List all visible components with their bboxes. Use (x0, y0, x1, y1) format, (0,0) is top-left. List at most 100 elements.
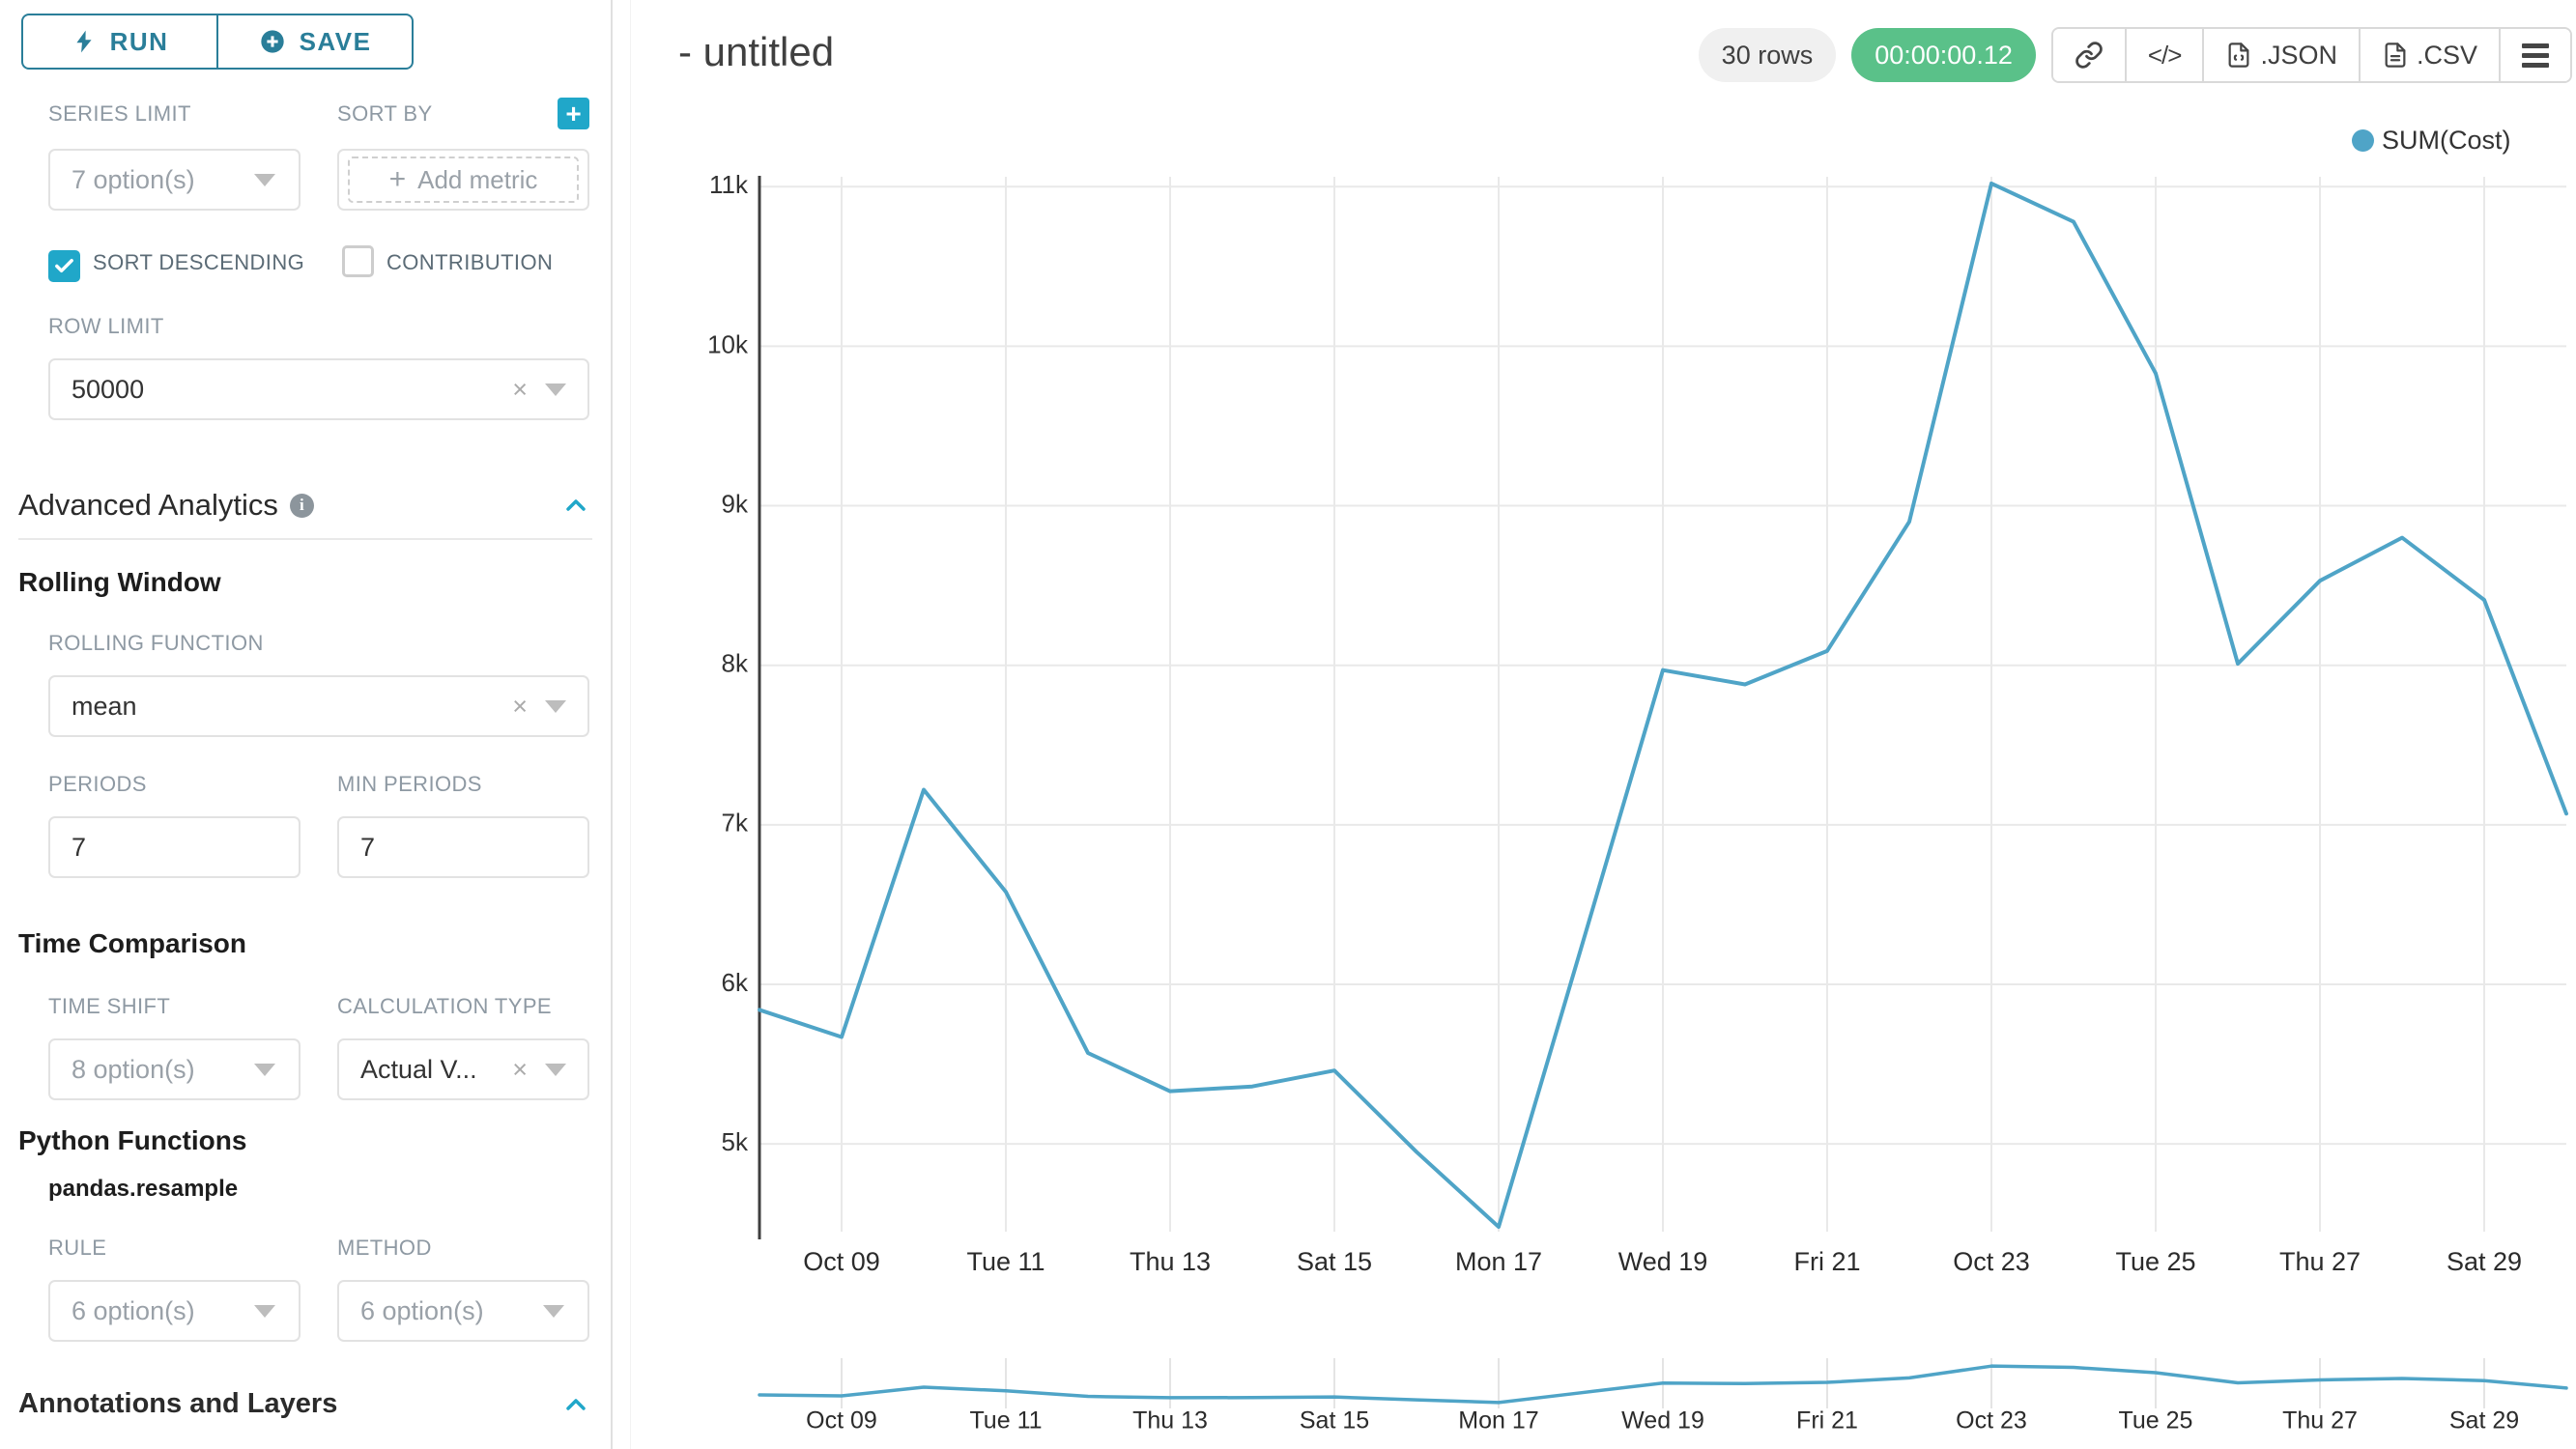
run-save-button-group: RUN SAVE (21, 14, 414, 70)
contribution-label: CONTRIBUTION (386, 250, 554, 274)
panel-divider[interactable] (611, 0, 613, 1449)
clear-icon[interactable]: × (512, 374, 528, 404)
rule-label: RULE (48, 1236, 107, 1260)
time-shift-label: TIME SHIFT (48, 994, 171, 1018)
rule-select[interactable]: 6 option(s) (48, 1280, 301, 1342)
chevron-down-icon (543, 1304, 564, 1318)
time-shift-value: 8 option(s) (72, 1054, 195, 1084)
chevron-down-icon (545, 1063, 566, 1076)
mini-map-tick-label: Tue 25 (2119, 1407, 2193, 1435)
copy-link-button[interactable] (2052, 29, 2125, 81)
y-axis-tick-label: 6k (722, 968, 749, 997)
min-periods-input[interactable]: 7 (337, 816, 589, 878)
y-axis-tick-label: 11k (709, 170, 749, 199)
rule-value: 6 option(s) (72, 1295, 195, 1325)
panel-divider-inner (630, 0, 631, 1449)
row-limit-select[interactable]: 50000 × (48, 358, 589, 420)
save-button[interactable]: SAVE (216, 15, 412, 68)
mini-map-tick-label: Thu 13 (1132, 1407, 1208, 1435)
mini-map-tick-label: Fri 21 (1796, 1407, 1858, 1435)
rolling-function-value: mean (72, 691, 137, 721)
code-icon: </> (2147, 40, 2183, 70)
periods-label: PERIODS (48, 772, 147, 796)
method-value: 6 option(s) (360, 1295, 484, 1325)
y-axis-tick-label: 8k (722, 649, 749, 678)
mini-map-series-line[interactable] (758, 1364, 2568, 1405)
query-timer-badge: 00:00:00.12 (1851, 28, 2036, 82)
info-icon[interactable]: i (289, 493, 314, 518)
series-limit-value: 7 option(s) (72, 164, 195, 194)
chart-toolbar: 30 rows 00:00:00.12 </> .JSON .CSV (1698, 27, 2572, 83)
advanced-analytics-header[interactable]: Advanced Analytics i (18, 488, 591, 523)
embed-code-button[interactable]: </> (2124, 29, 2203, 81)
sort-by-label: SORT BY (337, 100, 433, 126)
rolling-function-label: ROLLING FUNCTION (48, 631, 264, 655)
lightning-bolt-icon (75, 30, 92, 53)
json-file-icon (2229, 43, 2249, 68)
add-sort-by-button[interactable]: + (558, 98, 589, 129)
calculation-type-select[interactable]: Actual V... × (337, 1038, 589, 1100)
run-button-label: RUN (109, 26, 169, 56)
x-axis-tick-label: Sat 29 (2447, 1247, 2522, 1276)
python-functions-title: Python Functions (18, 1125, 247, 1155)
series-line-sum-cost[interactable] (758, 181, 2568, 1230)
mini-map-tick-label: Sat 15 (1300, 1407, 1369, 1435)
x-axis-tick-label: Fri 21 (1793, 1247, 1860, 1276)
mini-map-tick-label: Tue 11 (969, 1407, 1042, 1435)
chart-legend[interactable]: SUM(Cost) (2352, 126, 2511, 156)
save-button-label: SAVE (299, 26, 372, 56)
chart-title[interactable]: - untitled (678, 29, 835, 74)
hamburger-menu-icon (2522, 43, 2549, 68)
rolling-function-select[interactable]: mean × (48, 675, 589, 737)
check-icon (55, 259, 73, 273)
chevron-down-icon (545, 699, 566, 713)
clear-icon[interactable]: × (512, 691, 528, 721)
clear-icon[interactable]: × (512, 1054, 528, 1084)
chevron-down-icon (254, 1304, 275, 1318)
mini-map-tick-label: Wed 19 (1621, 1407, 1704, 1435)
contribution-checkbox[interactable] (342, 245, 374, 277)
calculation-type-value: Actual V... (360, 1054, 477, 1084)
x-axis-tick-label: Mon 17 (1455, 1247, 1542, 1276)
csv-label: .CSV (2416, 40, 2477, 70)
chevron-down-icon (254, 1063, 275, 1076)
more-menu-button[interactable] (2499, 29, 2570, 81)
chart-panel: - untitled 30 rows 00:00:00.12 </> .JSON… (619, 0, 2576, 1449)
timeseries-line-chart[interactable]: 5k 6k 7k 8k 9k 10k 11k Oct 09 Oct 09 Tue 11 Tue 11… (619, 0, 2576, 1449)
y-axis-tick-label: 10k (707, 329, 749, 358)
plus-circle-icon (260, 30, 284, 53)
x-axis-tick-label: Oct 09 (803, 1247, 880, 1276)
mini-map-tick-label: Sat 29 (2449, 1407, 2519, 1435)
collapse-chevron-up-icon[interactable] (560, 490, 591, 521)
method-select[interactable]: 6 option(s) (337, 1280, 589, 1342)
y-axis-tick-label: 7k (722, 809, 749, 838)
row-count-badge: 30 rows (1698, 28, 1837, 82)
annotations-layers-title: Annotations and Layers (18, 1388, 338, 1419)
sort-descending-checkbox[interactable] (48, 250, 80, 282)
legend-series-label: SUM(Cost) (2382, 126, 2511, 155)
row-limit-label: ROW LIMIT (48, 314, 164, 338)
json-label: .JSON (2260, 40, 2337, 70)
run-button[interactable]: RUN (23, 15, 216, 68)
legend-dot-icon (2352, 129, 2374, 152)
section-divider (18, 538, 592, 540)
x-axis-tick-label: Thu 27 (2279, 1247, 2361, 1276)
x-axis-tick-label: Wed 19 (1618, 1247, 1708, 1276)
series-limit-label: SERIES LIMIT (48, 100, 191, 126)
chevron-down-icon (545, 383, 566, 396)
add-metric-button[interactable]: + Add metric (348, 156, 579, 203)
mini-map-tick-label: Oct 09 (806, 1407, 877, 1435)
chevron-down-icon (254, 173, 275, 186)
export-button-group: </> .JSON .CSV (2050, 27, 2572, 83)
advanced-analytics-title: Advanced Analytics (18, 488, 278, 522)
link-icon (2075, 42, 2103, 69)
periods-input[interactable]: 7 (48, 816, 301, 878)
collapse-chevron-up-icon[interactable] (560, 1389, 591, 1420)
export-csv-button[interactable]: .CSV (2358, 29, 2499, 81)
time-comparison-title: Time Comparison (18, 928, 246, 958)
export-json-button[interactable]: .JSON (2202, 29, 2359, 81)
x-axis-tick-label: Sat 15 (1297, 1247, 1372, 1276)
time-shift-select[interactable]: 8 option(s) (48, 1038, 301, 1100)
series-limit-select[interactable]: 7 option(s) (48, 149, 301, 211)
annotations-layers-header[interactable]: Annotations and Layers (18, 1388, 591, 1420)
